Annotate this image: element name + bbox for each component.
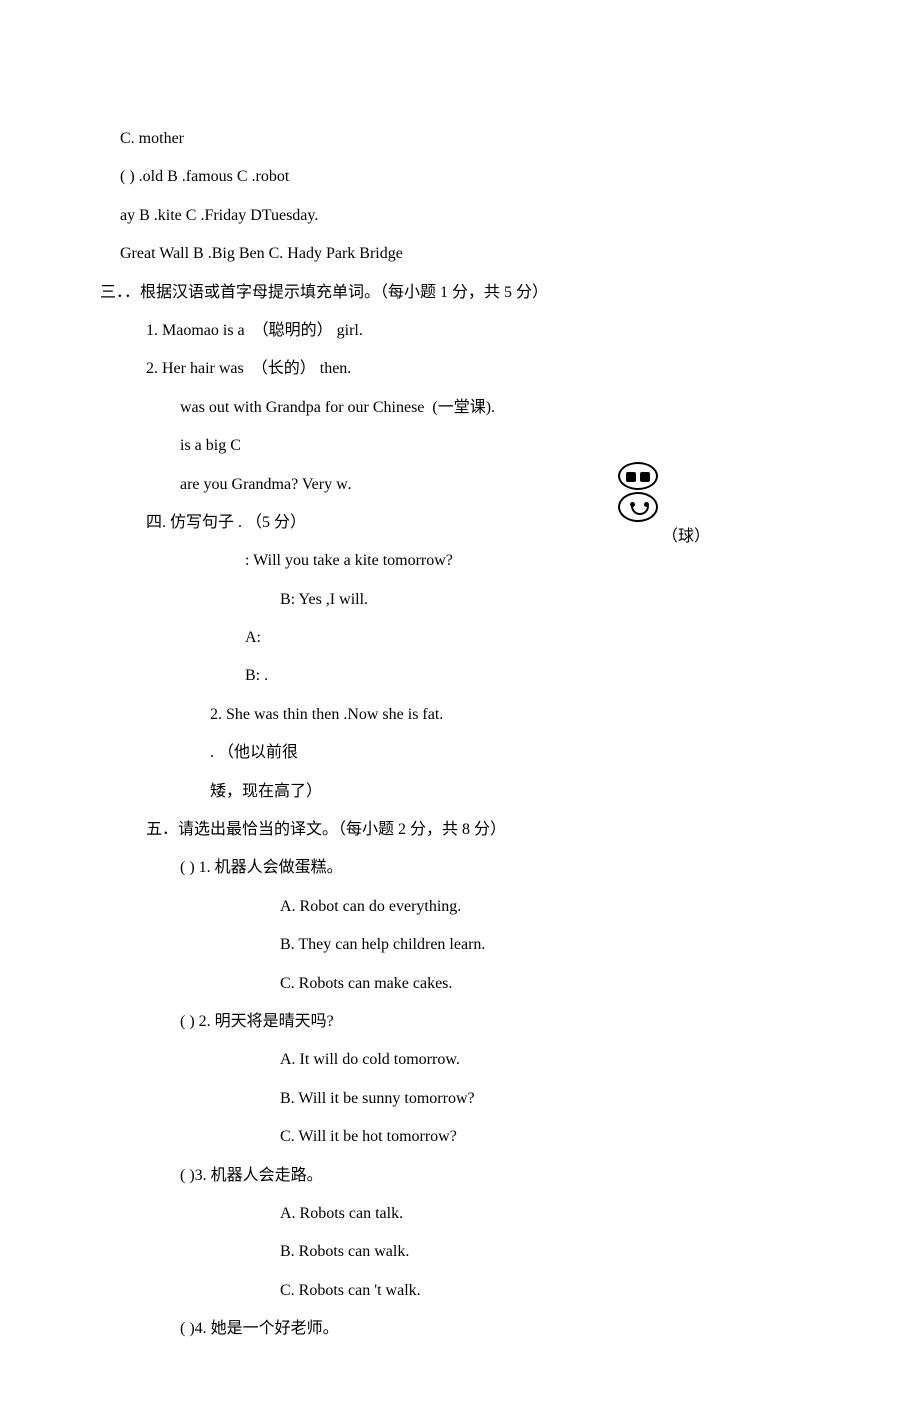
fill-blank-3-text-b: (一堂课). <box>428 399 495 416</box>
fill-blank-1-text-a: 1. Maomao is a <box>146 322 249 339</box>
blank-line-a: A: <box>100 619 820 657</box>
section-four-heading: 四. 仿写句子 . （5 分） <box>100 504 820 542</box>
section-three-heading: 三．．根据汉语或首字母提示填充单词。（每小题 1 分，共 5 分） <box>100 274 820 312</box>
blank-b-period: . <box>264 667 268 684</box>
blank-b-label: B: <box>245 667 264 684</box>
translation-q1-b: B. They can help children learn. <box>100 926 820 964</box>
translation-q4: ( )4. 她是一个好老师。 <box>100 1310 820 1348</box>
translation-q2-a: A. It will do cold tomorrow. <box>100 1041 820 1079</box>
translation-q3: ( )3. 机器人会走路。 <box>100 1157 820 1195</box>
question-option-line-3: Great Wall B .Big Ben C. Hady Park Bridg… <box>100 235 820 273</box>
question-option-line-2: ay B .kite C .Friday DTuesday. <box>100 197 820 235</box>
example-q: : Will you take a kite tomorrow? <box>100 542 820 580</box>
fill-blank-4: is a big C <box>100 427 820 465</box>
translation-q3-c: C. Robots can 't walk. <box>100 1272 820 1310</box>
translation-hint-b: 矮，现在高了） <box>100 773 820 811</box>
ball-label: （球） <box>662 518 710 556</box>
fill-blank-3-text-a: was out with Grandpa for our Chinese <box>180 399 428 416</box>
blank-a-label: A: <box>245 629 265 646</box>
fill-blank-3: was out with Grandpa for our Chinese (一堂… <box>100 389 820 427</box>
question-option-line: ( ) .old B .famous C .robot <box>100 158 820 196</box>
smiley-face-icon <box>618 492 658 522</box>
section-five-heading: 五．请选出最恰当的译文。（每小题 2 分，共 8 分） <box>100 811 820 849</box>
blank-line-b: B: . <box>100 657 820 695</box>
option-c-mother: C. mother <box>100 120 820 158</box>
fill-blank-5-text-b: . <box>348 476 352 493</box>
fill-blank-4-text-a: is a big C <box>180 437 241 454</box>
translation-q1: ( ) 1. 机器人会做蛋糕。 <box>100 849 820 887</box>
translation-q1-c: C. Robots can make cakes. <box>100 965 820 1003</box>
example-a: B: Yes ,I will. <box>100 581 820 619</box>
fill-blank-2-text-b: （长的） then. <box>248 360 352 377</box>
blank-line-translation: . （他以前很 <box>100 734 820 772</box>
translation-q3-a: A. Robots can talk. <box>100 1195 820 1233</box>
example-sentence-2: 2. She was thin then .Now she is fat. <box>100 696 820 734</box>
soccer-ball-icon <box>618 462 658 490</box>
fill-blank-1: 1. Maomao is a （聪明的） girl. <box>100 312 820 350</box>
translation-q2: ( ) 2. 明天将是晴天吗? <box>100 1003 820 1041</box>
translation-q1-a: A. Robot can do everything. <box>100 888 820 926</box>
fill-blank-5: are you Grandma? Very w . <box>100 466 820 504</box>
fill-blank-2-text-a: 2. Her hair was <box>146 360 248 377</box>
ball-images <box>618 462 660 522</box>
translation-q3-b: B. Robots can walk. <box>100 1233 820 1271</box>
fill-blank-2: 2. Her hair was （长的） then. <box>100 350 820 388</box>
translation-q2-c: C. Will it be hot tomorrow? <box>100 1118 820 1156</box>
fill-blank-5-text-a: are you Grandma? Very w <box>180 476 348 493</box>
translation-q2-b: B. Will it be sunny tomorrow? <box>100 1080 820 1118</box>
translation-hint-a: . （他以前很 <box>210 744 298 761</box>
fill-blank-1-text-b: （聪明的） girl. <box>249 322 363 339</box>
